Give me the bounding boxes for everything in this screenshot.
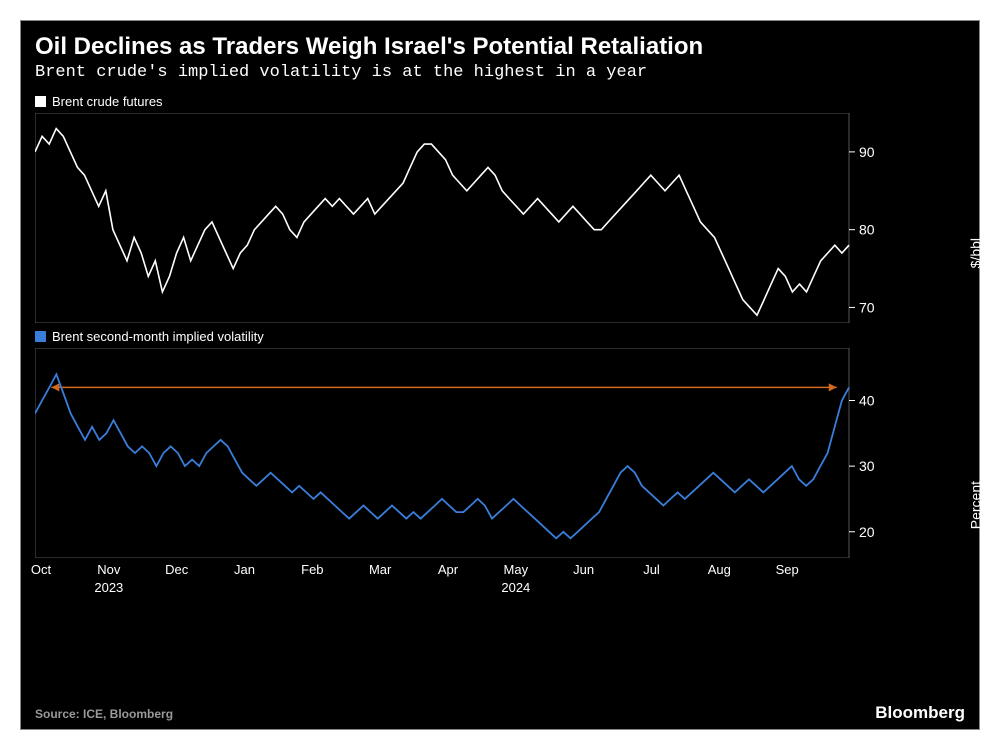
svg-text:30: 30 bbox=[859, 458, 875, 474]
chart-subtitle: Brent crude's implied volatility is at t… bbox=[21, 63, 979, 92]
chart-1-svg: 70 80 90 bbox=[35, 113, 905, 323]
x-tick-month: Apr bbox=[438, 562, 458, 577]
svg-text:90: 90 bbox=[859, 144, 875, 160]
x-tick-month: Feb bbox=[301, 562, 323, 577]
svg-text:80: 80 bbox=[859, 222, 875, 238]
svg-text:70: 70 bbox=[859, 299, 875, 315]
x-tick-month: Nov bbox=[97, 562, 120, 577]
svg-text:20: 20 bbox=[859, 524, 875, 540]
legend-label-1: Brent crude futures bbox=[52, 94, 163, 109]
chart-2-y-unit: Percent bbox=[967, 481, 983, 529]
legend-2: Brent second-month implied volatility bbox=[21, 327, 979, 348]
x-tick-month: Jan bbox=[234, 562, 255, 577]
x-tick-year: 2023 bbox=[94, 580, 123, 595]
x-tick-month: Oct bbox=[31, 562, 51, 577]
x-tick-month: May bbox=[504, 562, 529, 577]
x-axis-labels: OctNovDecJanFebMarAprMayJunJulAugSep2023… bbox=[35, 562, 965, 604]
chart-1-wrap: 708090 $/bbl bbox=[35, 113, 965, 323]
x-tick-month: Mar bbox=[369, 562, 391, 577]
x-tick-month: Sep bbox=[776, 562, 799, 577]
x-tick-month: Jul bbox=[643, 562, 660, 577]
x-tick-year: 2024 bbox=[501, 580, 530, 595]
x-tick-month: Aug bbox=[708, 562, 731, 577]
chart-1-y-unit: $/bbl bbox=[967, 238, 983, 268]
chart-title: Oil Declines as Traders Weigh Israel's P… bbox=[21, 21, 979, 63]
legend-label-2: Brent second-month implied volatility bbox=[52, 329, 264, 344]
legend-swatch-1 bbox=[35, 96, 46, 107]
x-tick-month: Jun bbox=[573, 562, 594, 577]
chart-source: Source: ICE, Bloomberg bbox=[35, 707, 173, 721]
chart-2-wrap: 203040 Percent bbox=[35, 348, 965, 558]
x-tick-month: Dec bbox=[165, 562, 188, 577]
legend-swatch-2 bbox=[35, 331, 46, 342]
bloomberg-logo: Bloomberg bbox=[875, 703, 965, 723]
legend-1: Brent crude futures bbox=[21, 92, 979, 113]
chart-container: Oil Declines as Traders Weigh Israel's P… bbox=[20, 20, 980, 730]
chart-2-svg: 20 30 40 bbox=[35, 348, 905, 558]
svg-text:40: 40 bbox=[859, 393, 875, 409]
